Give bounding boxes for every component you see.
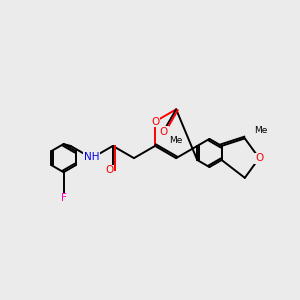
Text: Me: Me (169, 136, 183, 145)
Text: F: F (61, 193, 67, 203)
Text: O: O (160, 127, 168, 137)
Text: Me: Me (254, 126, 268, 135)
Text: O: O (255, 153, 263, 163)
Text: O: O (105, 165, 113, 175)
Text: NH: NH (84, 152, 100, 162)
Text: O: O (151, 117, 159, 127)
